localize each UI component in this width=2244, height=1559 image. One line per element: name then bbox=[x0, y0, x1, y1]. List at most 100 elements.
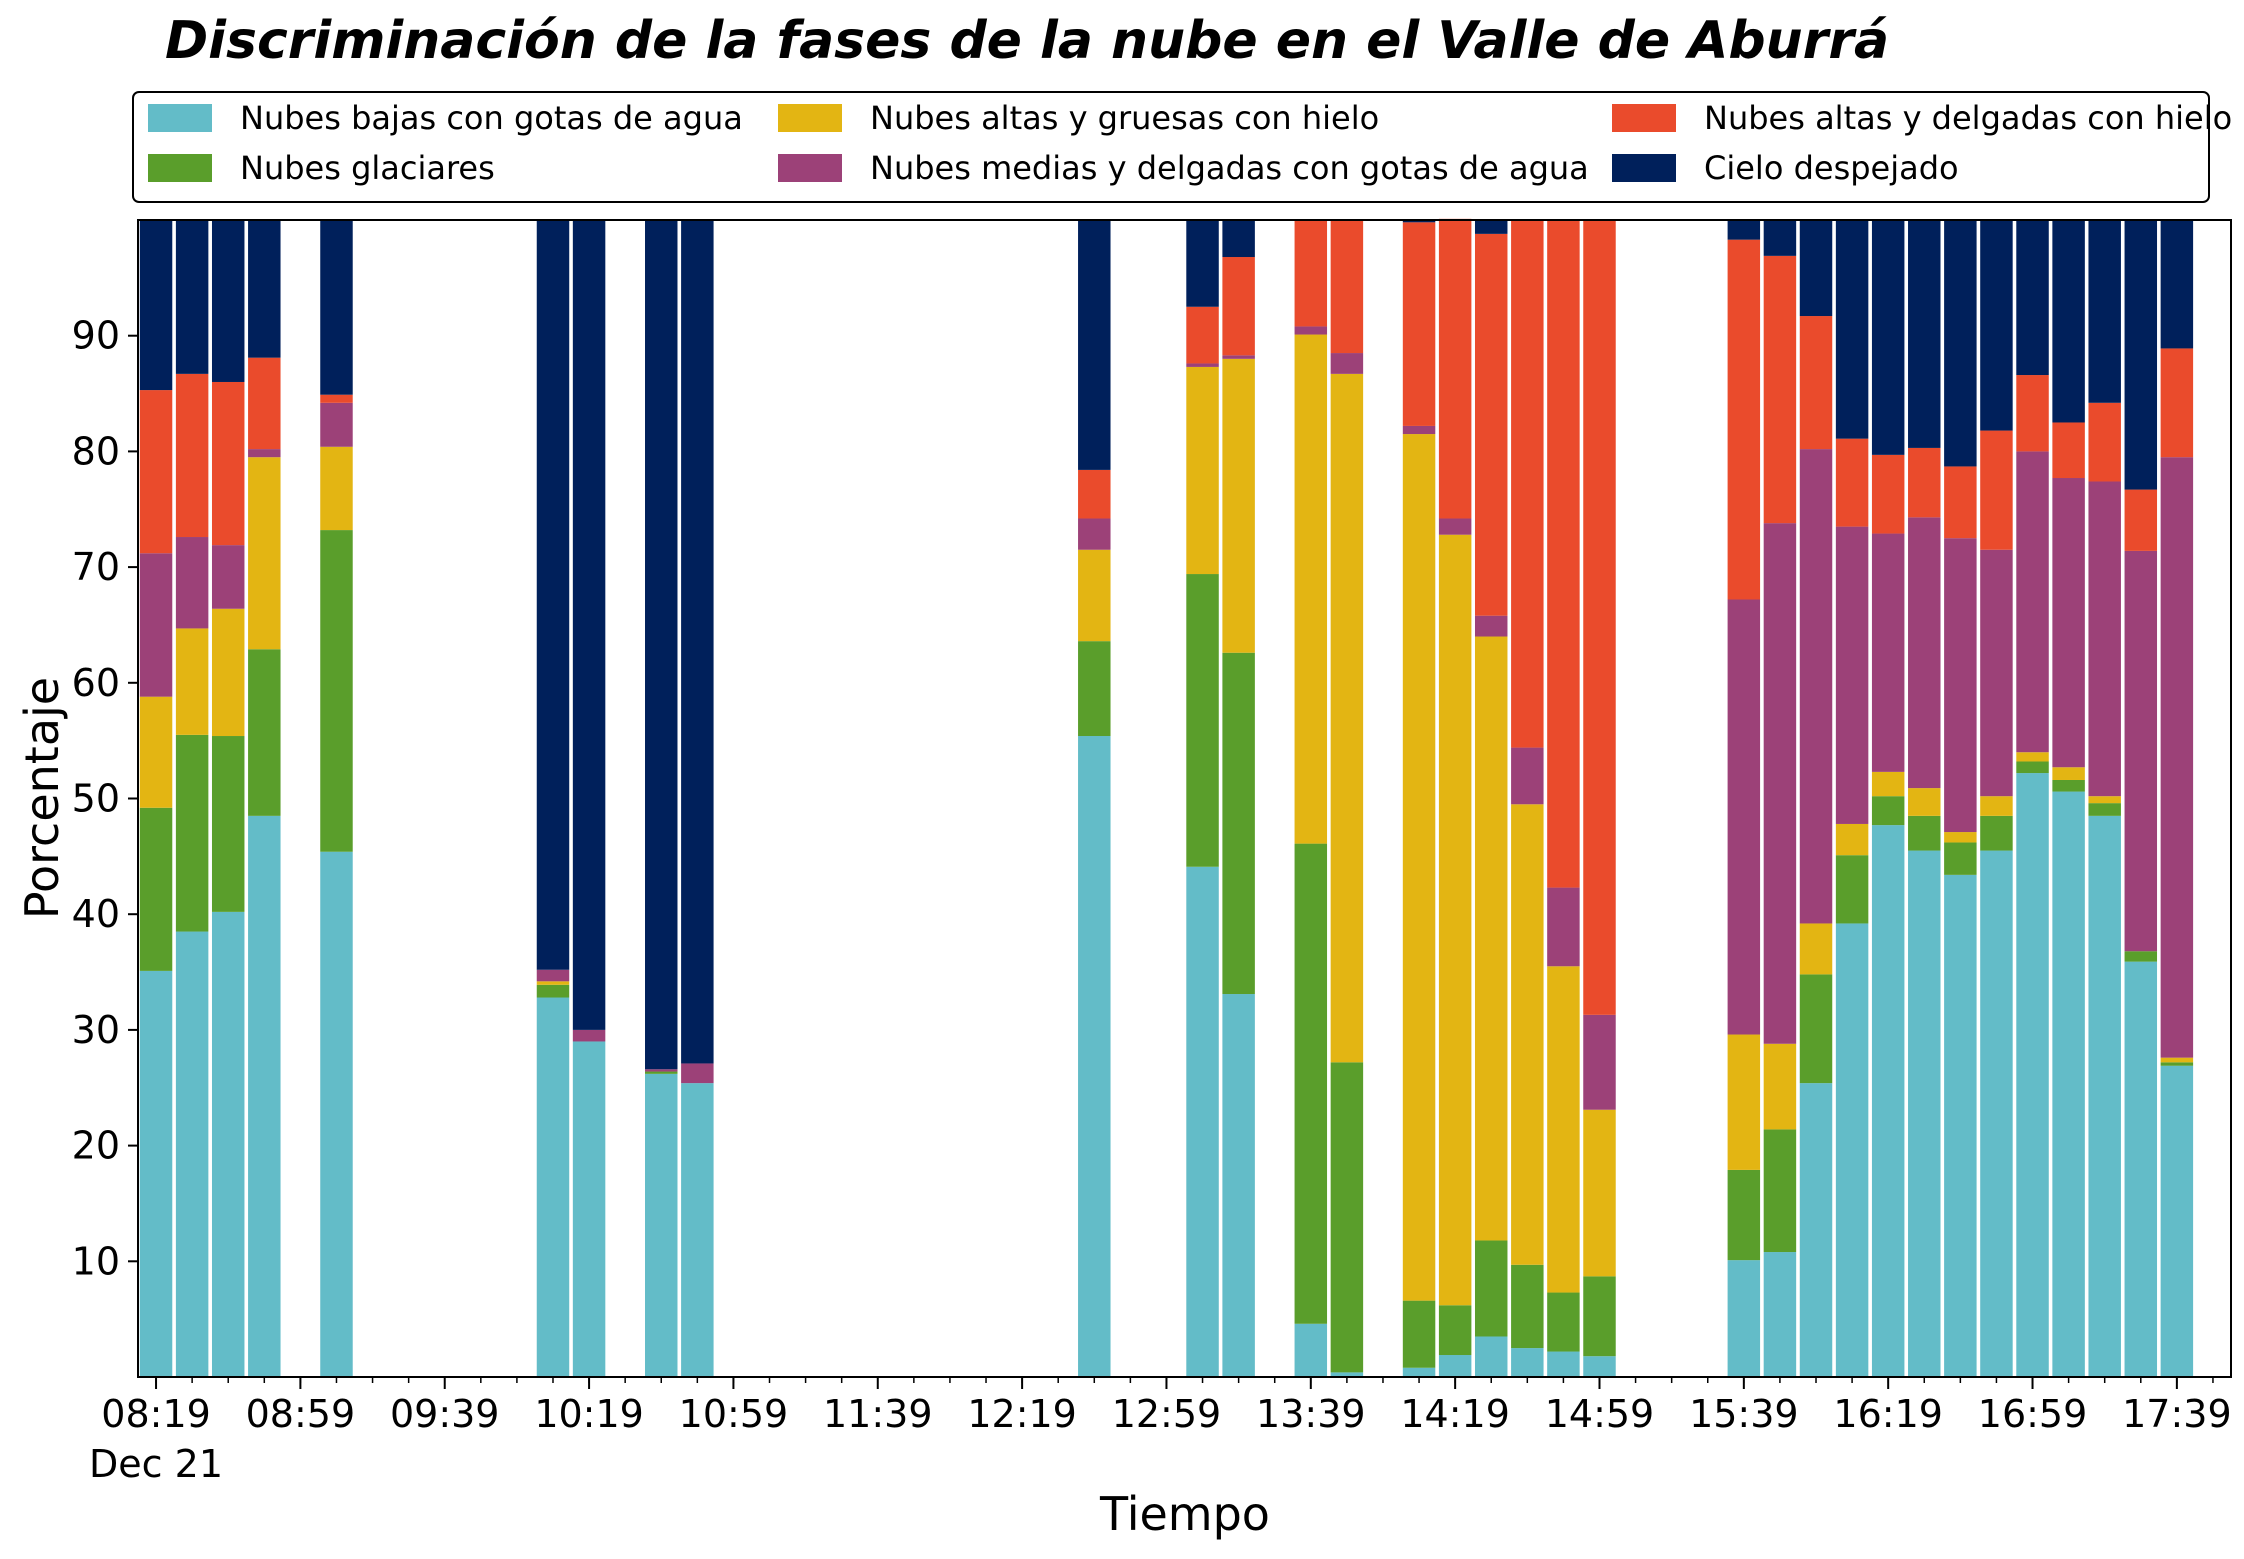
y-tick-label: 50 bbox=[72, 777, 120, 821]
y-tick-label: 10 bbox=[72, 1239, 120, 1283]
bar-segment bbox=[1871, 454, 1905, 534]
x-tick-label: 13:39 bbox=[1256, 1392, 1366, 1436]
bar-segment bbox=[1330, 220, 1364, 354]
bar-segment bbox=[1980, 850, 2013, 1377]
bar-segment bbox=[2160, 1065, 2194, 1377]
bar-segment bbox=[2124, 961, 2158, 1377]
bar-segment bbox=[536, 984, 570, 998]
bar-segment bbox=[1835, 823, 1869, 856]
bar-segment bbox=[1980, 549, 2013, 797]
bar-segment bbox=[681, 1083, 714, 1377]
bar-segment bbox=[320, 220, 353, 395]
bar-segment bbox=[1438, 1355, 1472, 1377]
bar-segment bbox=[1438, 518, 1472, 535]
x-tick-label: 12:59 bbox=[1112, 1392, 1222, 1436]
bar-segment bbox=[1799, 1083, 1833, 1377]
bar-segment bbox=[1835, 923, 1869, 1377]
bar-segment bbox=[1727, 599, 1761, 1035]
bar-segment bbox=[1799, 220, 1833, 317]
bar-segment bbox=[1222, 994, 1255, 1377]
legend-frame bbox=[132, 91, 2210, 203]
bar-segment bbox=[211, 911, 245, 1377]
y-tick-label: 30 bbox=[72, 1008, 120, 1052]
legend-item: Nubes altas y gruesas con hielo bbox=[778, 99, 1379, 137]
legend-swatch bbox=[778, 104, 842, 132]
bar-segment bbox=[1474, 636, 1508, 1241]
bar-stack bbox=[1511, 220, 1544, 1377]
bar-segment bbox=[1799, 316, 1833, 450]
x-axis-label: Tiempo bbox=[1099, 1487, 1270, 1541]
bar-segment bbox=[139, 220, 173, 391]
bar-segment bbox=[1727, 1169, 1761, 1261]
x-tick-label: 10:19 bbox=[534, 1392, 644, 1436]
legend-item: Nubes glaciares bbox=[148, 149, 495, 187]
x-tick-label: 16:19 bbox=[1833, 1392, 1943, 1436]
bar-segment bbox=[1727, 220, 1761, 240]
bar-segment bbox=[320, 530, 353, 852]
bar-stack bbox=[2052, 220, 2085, 1377]
bar-stack bbox=[681, 220, 714, 1377]
legend-swatch bbox=[778, 154, 842, 182]
bar-stack bbox=[248, 220, 281, 1377]
bar-segment bbox=[139, 696, 173, 808]
bar-stack bbox=[1078, 220, 1111, 1377]
bar-segment bbox=[1871, 825, 1905, 1377]
bar-segment bbox=[2088, 481, 2121, 797]
y-axis: 10 20 30 40 50 60 70 80 90 bbox=[72, 314, 138, 1283]
y-tick-label: 20 bbox=[72, 1124, 120, 1168]
bar-segment bbox=[1763, 220, 1797, 256]
bar-segment bbox=[139, 553, 173, 697]
legend-swatch bbox=[148, 104, 212, 132]
bar-segment bbox=[2052, 779, 2085, 792]
bar-segment bbox=[2052, 422, 2085, 479]
bar-stack bbox=[2088, 220, 2121, 1377]
bar-stack bbox=[572, 220, 606, 1377]
bar-segment bbox=[1222, 358, 1255, 653]
y-tick-label: 40 bbox=[72, 892, 120, 936]
bar-stack bbox=[1402, 220, 1436, 1377]
bar-segment bbox=[1908, 788, 1941, 816]
bars-layer bbox=[139, 218, 2194, 1377]
bar-stack bbox=[536, 220, 570, 1377]
bar-stack bbox=[211, 220, 245, 1377]
bar-segment bbox=[572, 1029, 606, 1042]
bar-segment bbox=[1763, 523, 1797, 1044]
bar-segment bbox=[536, 997, 570, 1377]
legend-label: Nubes glaciares bbox=[240, 149, 495, 187]
bar-segment bbox=[1078, 736, 1111, 1377]
legend-swatch bbox=[1612, 104, 1676, 132]
bar-stack bbox=[1547, 220, 1580, 1377]
bar-segment bbox=[1402, 434, 1436, 1301]
bar-segment bbox=[1583, 1014, 1616, 1110]
bar-segment bbox=[175, 373, 209, 538]
bar-segment bbox=[1980, 815, 2013, 851]
bar-segment bbox=[1547, 887, 1580, 967]
x-tick-label: 15:39 bbox=[1689, 1392, 1799, 1436]
bar-segment bbox=[1474, 615, 1508, 637]
bar-segment bbox=[2088, 796, 2121, 804]
bar-segment bbox=[645, 1073, 678, 1377]
bar-segment bbox=[1186, 363, 1219, 367]
bar-segment bbox=[1944, 466, 1977, 539]
bar-segment bbox=[1186, 366, 1219, 575]
bar-segment bbox=[1871, 771, 1905, 797]
bar-segment bbox=[1763, 1252, 1797, 1377]
x-tick-label: 17:39 bbox=[2122, 1392, 2232, 1436]
bar-segment bbox=[1583, 1356, 1616, 1377]
bar-segment bbox=[1294, 220, 1328, 327]
bar-segment bbox=[1908, 220, 1941, 448]
bar-segment bbox=[2052, 478, 2085, 768]
bar-segment bbox=[1222, 257, 1255, 356]
bar-segment bbox=[1330, 1062, 1364, 1373]
x-tick-label: 11:39 bbox=[823, 1392, 933, 1436]
bar-segment bbox=[2016, 220, 2049, 376]
bar-segment bbox=[320, 402, 353, 447]
bar-segment bbox=[1078, 220, 1111, 470]
legend: Nubes bajas con gotas de agua Nubes glaci… bbox=[132, 91, 2232, 203]
bar-segment bbox=[2052, 767, 2085, 780]
bar-stack bbox=[139, 220, 173, 1377]
bar-segment bbox=[2160, 348, 2194, 458]
bar-segment bbox=[1908, 447, 1941, 518]
bar-segment bbox=[536, 981, 570, 985]
